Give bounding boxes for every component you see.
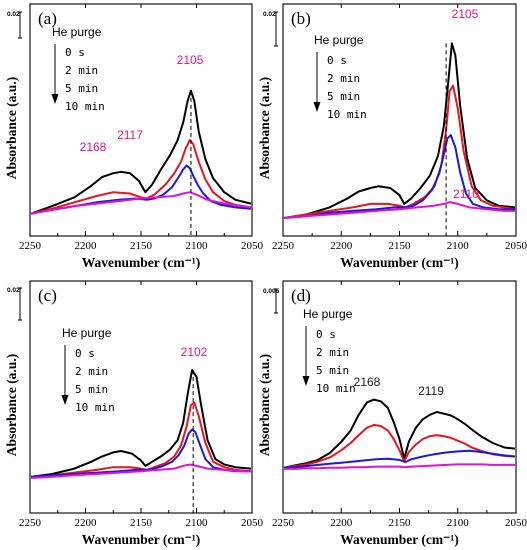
series-line-0-s [31,370,251,477]
legend-entry: 10 min [316,382,356,395]
x-tick-label: 2100 [447,240,470,252]
legend-entry: 0 s [316,328,336,341]
arrow-down-icon [303,376,310,386]
peak-label: 2105 [452,7,479,21]
series-line-0-s [284,43,515,218]
series-line-0-s [284,400,515,468]
legend-entry: 2 min [327,72,360,85]
peak-label: 2105 [177,53,204,67]
legend-entry: 5 min [316,364,349,377]
legend-entry: 10 min [327,108,367,121]
panel-label: (c) [38,286,57,305]
x-tick-label: 2050 [505,517,527,529]
x-tick-label: 2100 [186,517,209,529]
legend-entry: 0 s [65,46,85,59]
legend-entry: 0 s [75,347,95,360]
y-axis-label: Absorbance (a.u.) [257,77,272,179]
x-tick-label: 2200 [330,240,353,252]
x-tick-label: 2250 [19,517,42,529]
scale-bar-label: 0.02 [7,11,20,18]
x-tick-label: 2200 [75,240,98,252]
legend-title: He purge [62,326,112,340]
legend-entry: 2 min [316,346,349,359]
legend-entry: 0 s [327,54,347,67]
scale-bar-label: 0.02 [7,287,20,294]
panel-label: (d) [291,286,311,305]
chart-panel-3: 2250 2200 2150 2100 2050 Wavenumber (cm⁻¹) Abs… [257,281,527,547]
x-tick-label: 2150 [130,517,153,529]
legend-entry: 2 min [65,64,98,77]
legend-title: He purge [314,33,364,47]
arrow-down-icon [314,102,321,112]
panel-label: (b) [291,9,311,28]
legend-entry: 2 min [75,365,108,378]
x-axis-label: Wavenumber (cm⁻¹) [340,532,459,547]
y-axis-label: Absorbance (a.u.) [257,354,272,456]
peak-label: 2117 [117,128,143,142]
x-tick-label: 2250 [272,240,295,252]
x-tick-label: 2050 [241,240,264,252]
legend-entry: 5 min [75,383,108,396]
peak-label: 2102 [181,345,208,359]
x-tick-label: 2050 [241,517,264,529]
legend-title: He purge [52,25,102,39]
legend-entry: 5 min [65,82,98,95]
x-tick-label: 2100 [186,240,209,252]
peak-label: 2168 [354,375,381,389]
legend-entry: 10 min [65,100,105,113]
arrow-down-icon [52,94,59,104]
scale-bar-label: 0.005 [263,288,280,295]
x-tick-label: 2200 [75,517,98,529]
x-axis-label: Wavenumber (cm⁻¹) [340,255,459,270]
legend-entry: 5 min [327,90,360,103]
legend-title: He purge [303,307,353,321]
x-axis-label: Wavenumber (cm⁻¹) [82,532,201,547]
arrow-down-icon [62,395,69,405]
scale-bar-label: 0.02 [263,11,276,18]
x-tick-label: 2150 [389,240,412,252]
series-line-5-min [31,166,251,214]
x-tick-label: 2200 [330,517,353,529]
legend-entry: 10 min [75,401,115,414]
series-line-2-min [31,403,251,477]
series-line-2-min [284,425,515,468]
chart-panel-1: 2250 2200 2150 2100 2050 Wavenumber (cm⁻¹) Abs… [257,4,527,270]
chart-panel-2: 2250 2200 2150 2100 2050 Wavenumber (cm⁻¹) Abs… [4,281,264,547]
x-tick-label: 2250 [272,517,295,529]
x-axis-label: Wavenumber (cm⁻¹) [82,255,201,270]
peak-label: 2110 [453,187,479,201]
y-axis-label: Absorbance (a.u.) [4,354,19,456]
chart-panel-0: 2250 2200 2150 2100 2050 Wavenumber (cm⁻¹) Abs… [4,4,264,270]
x-tick-label: 2150 [389,517,412,529]
x-tick-label: 2050 [505,240,527,252]
x-tick-label: 2250 [19,240,42,252]
y-axis-label: Absorbance (a.u.) [4,77,19,179]
x-tick-label: 2100 [447,517,470,529]
peak-label: 2168 [80,140,107,154]
x-tick-label: 2150 [130,240,153,252]
peak-label: 2119 [418,384,444,398]
